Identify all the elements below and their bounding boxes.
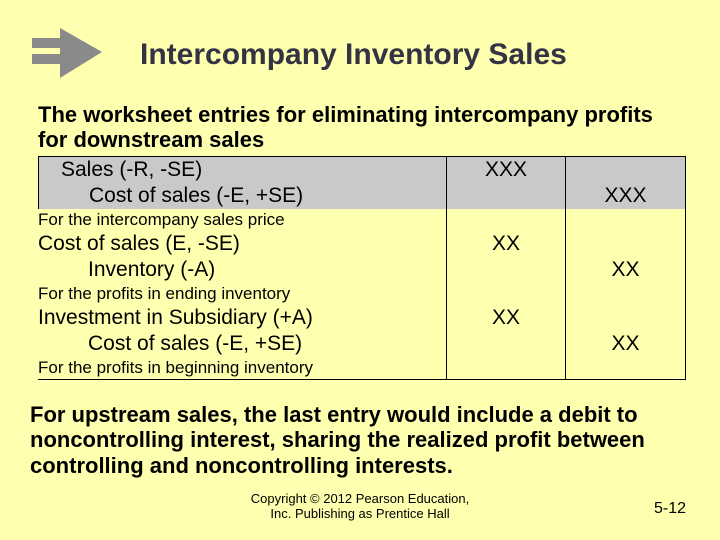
journal-entry-row: Cost of sales (-E, +SE) XXX (38, 183, 686, 209)
journal-entry-row: Cost of sales (-E, +SE) XX (38, 331, 686, 357)
entry-note: For the intercompany sales price (38, 209, 686, 231)
debit-amount: XX (446, 231, 566, 257)
debit-amount (446, 357, 566, 380)
credit-amount (566, 357, 686, 380)
journal-entry-row: Inventory (-A) XX (38, 257, 686, 283)
entry-description: For the intercompany sales price (38, 209, 446, 231)
entry-note: For the profits in beginning inventory (38, 357, 686, 380)
debit-amount: XXX (446, 156, 566, 183)
journal-entry-row: Cost of sales (E, -SE)XX (38, 231, 686, 257)
credit-amount: XX (566, 257, 686, 283)
page-number: 5-12 (654, 500, 686, 518)
debit-amount (446, 331, 566, 357)
arrow-right-icon (32, 28, 102, 78)
credit-amount (566, 156, 686, 183)
entry-description: For the profits in beginning inventory (38, 357, 446, 380)
intro-paragraph: The worksheet entries for eliminating in… (38, 102, 678, 153)
slide-title: Intercompany Inventory Sales (140, 38, 567, 72)
entry-description: Cost of sales (E, -SE) (38, 231, 446, 257)
entry-description: Inventory (-A) (38, 257, 446, 283)
credit-amount: XXX (566, 183, 686, 209)
credit-amount (566, 305, 686, 331)
journal-entry-row: Investment in Subsidiary (+A)XX (38, 305, 686, 331)
entry-description: Cost of sales (-E, +SE) (38, 331, 446, 357)
debit-amount (446, 257, 566, 283)
entry-note: For the profits in ending inventory (38, 283, 686, 305)
entry-description: Cost of sales (-E, +SE) (38, 183, 446, 209)
credit-amount (566, 231, 686, 257)
debit-amount (446, 283, 566, 305)
debit-amount (446, 209, 566, 231)
credit-amount (566, 283, 686, 305)
debit-amount (446, 183, 566, 209)
entry-description: Sales (-R, -SE) (38, 156, 446, 183)
entry-description: For the profits in ending inventory (38, 283, 446, 305)
entry-description: Investment in Subsidiary (+A) (38, 305, 446, 331)
credit-amount (566, 209, 686, 231)
credit-amount: XX (566, 331, 686, 357)
debit-amount: XX (446, 305, 566, 331)
journal-entry-row: Sales (-R, -SE)XXX (38, 156, 686, 183)
outro-paragraph: For upstream sales, the last entry would… (30, 402, 694, 478)
copyright-text: Copyright © 2012 Pearson Education, Inc.… (0, 491, 720, 521)
journal-entries-table: Sales (-R, -SE)XXXCost of sales (-E, +SE… (38, 156, 686, 380)
